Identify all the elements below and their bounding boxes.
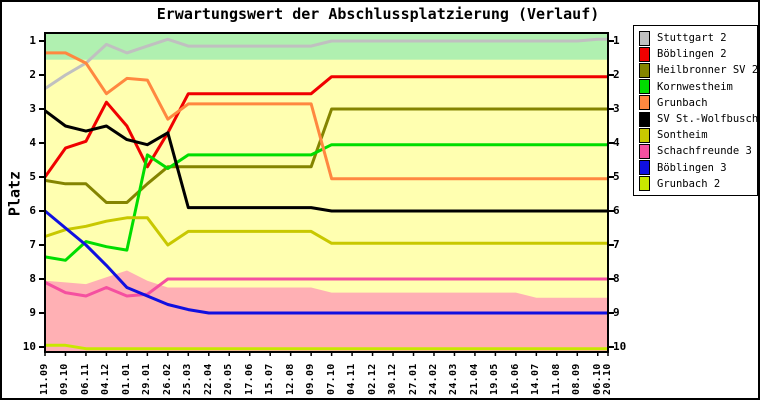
y-tick-label-left-8: 8 — [29, 272, 36, 285]
legend-label: Schachfreunde 3 — [657, 145, 752, 158]
zone-relegation — [45, 270, 608, 352]
y-tick-label-left-10: 10 — [22, 340, 36, 353]
y-tick-label-left-2: 2 — [29, 68, 36, 81]
y-tick-label-left-4: 4 — [29, 136, 36, 149]
x-tick-label-06-11: 06.11 — [79, 363, 91, 395]
legend-swatch-icon — [639, 95, 650, 111]
x-tick-label-20-10: 20.10 — [602, 363, 613, 395]
y-tick-label-left-9: 9 — [29, 306, 36, 319]
legend-swatch-icon — [639, 160, 650, 176]
series-line-grunbach-2 — [45, 343, 608, 351]
x-tick-label-19-05: 19.05 — [489, 363, 501, 395]
x-tick-label-09-09: 09.09 — [305, 363, 317, 395]
legend-item-sv-st-wolfbusch: SV St.-Wolfbusch — [634, 111, 759, 127]
x-tick-label-22-04: 22.04 — [202, 363, 214, 395]
y-tick-label-right-10: 10 — [613, 340, 627, 353]
series-line-sv-st-wolfbusch — [44, 109, 608, 213]
legend-swatch-icon — [639, 62, 650, 78]
legend-label: Böblingen 3 — [657, 161, 727, 174]
x-tick-label-11-09: 11.09 — [39, 363, 50, 395]
legend-swatch-icon — [639, 46, 650, 62]
legend-item-stuttgart-2: Stuttgart 2 — [634, 30, 757, 46]
y-tick-label-right-2: 2 — [613, 68, 620, 81]
series-line-sontheim — [44, 216, 608, 247]
y-tick-label-left-6: 6 — [29, 204, 36, 217]
y-tick-label-right-4: 4 — [613, 136, 620, 149]
legend-item-kornwestheim: Kornwestheim — [634, 79, 757, 95]
legend-item-sontheim: Sontheim — [634, 127, 757, 143]
series-line-böblingen-3 — [44, 209, 608, 315]
series-line-böblingen-2 — [43, 75, 608, 178]
x-tick-label-29-01: 29.01 — [141, 363, 153, 395]
x-tick-label-15-07: 15.07 — [264, 363, 276, 395]
legend-item-böblingen-2: Böblingen 2 — [634, 46, 757, 62]
y-tick-label-right-9: 9 — [613, 306, 620, 319]
legend-item-grunbach: Grunbach — [634, 95, 757, 111]
x-tick-label-08-09: 08.09 — [571, 363, 583, 395]
chart-title: Erwartungswert der Abschlussplatzierung … — [156, 5, 600, 23]
legend-item-grunbach-2: Grunbach 2 — [634, 176, 757, 192]
legend-label: Grunbach 2 — [657, 177, 721, 190]
y-tick-label-right-7: 7 — [613, 238, 620, 251]
x-tick-label-16-06: 16.06 — [509, 363, 521, 395]
plot-border — [44, 32, 609, 353]
legend-item-schachfreunde-3: Schachfreunde 3 — [634, 143, 757, 159]
legend-label: Stuttgart 2 — [657, 32, 727, 45]
legend-label: SV St.-Wolfbusch — [657, 113, 759, 126]
x-tick-label-14-07: 14.07 — [530, 363, 542, 395]
legend-swatch-icon — [639, 79, 650, 95]
y-tick-label-right-8: 8 — [613, 272, 620, 285]
legend-swatch-icon — [639, 111, 650, 127]
x-tick-label-26-02: 26.02 — [161, 363, 173, 395]
x-tick-label-25-03: 25.03 — [182, 363, 194, 395]
x-tick-label-11-08: 11.08 — [550, 363, 562, 395]
legend-item-heilbronner-sv-2: Heilbronner SV 2 — [634, 62, 759, 78]
zone-promotion — [45, 33, 608, 60]
series-line-stuttgart-2 — [44, 37, 608, 90]
x-tick-label-04-11: 04.11 — [346, 363, 358, 395]
x-tick-label-04-12: 04.12 — [100, 363, 112, 395]
legend-label: Sontheim — [657, 129, 708, 142]
legend-label: Kornwestheim — [657, 80, 733, 93]
series-line-kornwestheim — [44, 143, 608, 262]
y-tick-label-right-1: 1 — [613, 34, 620, 47]
legend-swatch-icon — [639, 127, 650, 143]
x-tick-label-07-10: 07.10 — [325, 363, 337, 395]
y-tick-label-left-5: 5 — [29, 170, 36, 183]
x-tick-label-02-12: 02.12 — [366, 363, 378, 395]
x-tick-label-27-01: 27.01 — [407, 363, 419, 395]
legend-item-böblingen-3: Böblingen 3 — [634, 160, 757, 176]
series-line-grunbach — [45, 51, 608, 181]
legend-swatch-icon — [639, 176, 650, 192]
y-tick-label-right-6: 6 — [613, 204, 620, 217]
x-tick-label-24-02: 24.02 — [427, 363, 439, 395]
x-tick-label-30-12: 30.12 — [387, 363, 399, 395]
legend-swatch-icon — [639, 30, 650, 46]
x-tick-label-09-10: 09.10 — [59, 363, 71, 395]
y-tick-label-right-5: 5 — [613, 170, 620, 183]
legend-label: Böblingen 2 — [657, 48, 727, 61]
series-line-schachfreunde-3 — [44, 277, 608, 298]
y-tick-label-left-3: 3 — [29, 102, 36, 115]
y-tick-label-left-7: 7 — [29, 238, 36, 251]
legend-label: Grunbach — [657, 96, 708, 109]
y-tick-label-right-3: 3 — [613, 102, 620, 115]
x-tick-label-01-01: 01.01 — [120, 363, 132, 395]
x-tick-label-17-06: 17.06 — [243, 363, 255, 395]
x-tick-label-12-08: 12.08 — [284, 363, 296, 395]
x-tick-label-21-04: 21.04 — [468, 363, 480, 395]
legend-label: Heilbronner SV 2 — [657, 64, 759, 77]
x-tick-label-20-05: 20.05 — [223, 363, 235, 395]
legend-swatch-icon — [639, 143, 650, 159]
x-tick-label-24-03: 24.03 — [448, 363, 460, 395]
y-tick-label-left-1: 1 — [29, 34, 36, 47]
legend: Stuttgart 2 Böblingen 2 Heilbronner SV 2 Ko… — [633, 25, 758, 196]
